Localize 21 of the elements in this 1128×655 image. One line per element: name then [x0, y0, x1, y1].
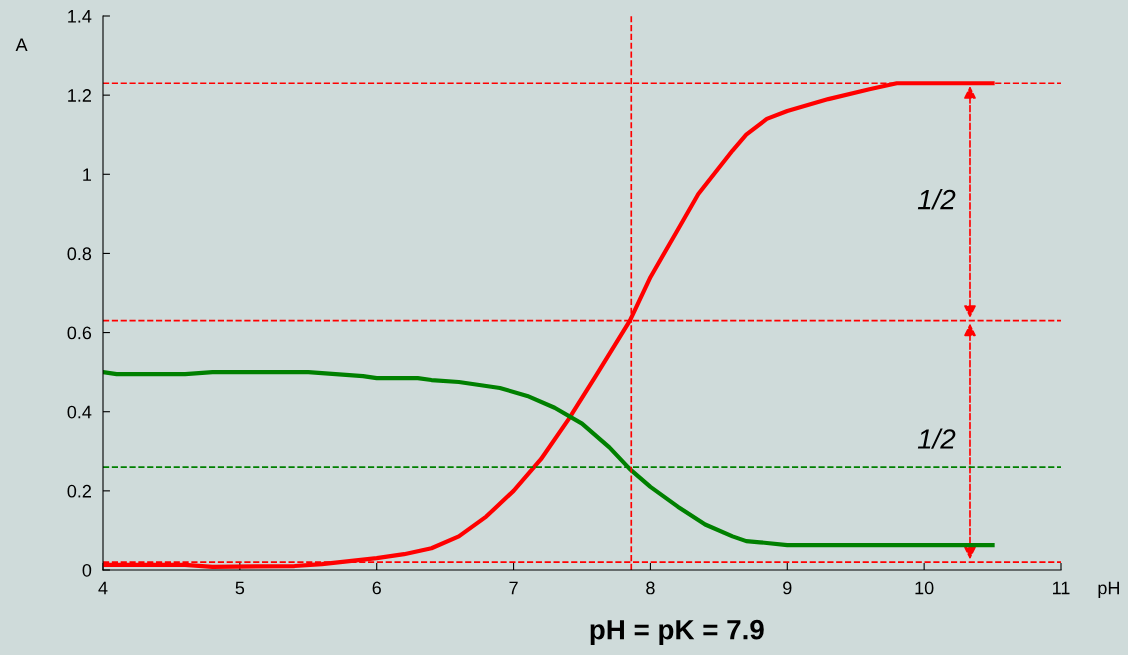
x-tick-label: 8: [646, 581, 655, 595]
annotation: 1/2: [917, 428, 956, 449]
text: pH = pK = 7.9: [590, 619, 764, 646]
x-tick-label: 5: [235, 581, 245, 595]
y-tick-label: 0.4: [67, 405, 92, 419]
x-tick-label: 6: [372, 581, 381, 595]
x-tick-label: 11: [1053, 581, 1070, 595]
y-tick-label: 0: [82, 563, 92, 577]
y-tick-label: 0.8: [67, 247, 92, 261]
y-tick-label: 0.6: [67, 326, 92, 340]
x-axis-title: pH: [1098, 581, 1119, 598]
y-tick-label: 1.4: [68, 10, 92, 23]
y-tick-label: 0.2: [67, 484, 91, 498]
annotation: 1/2: [917, 189, 956, 210]
y-tick-label: 1: [83, 168, 92, 181]
x-tick-label: 10: [915, 581, 934, 595]
x-tick-label: 7: [509, 581, 518, 595]
y-tick-label: 1.2: [68, 89, 91, 102]
y-axis-title: A: [15, 38, 28, 52]
x-tick-label: 9: [783, 581, 792, 595]
x-tick-label: 4: [98, 581, 108, 595]
